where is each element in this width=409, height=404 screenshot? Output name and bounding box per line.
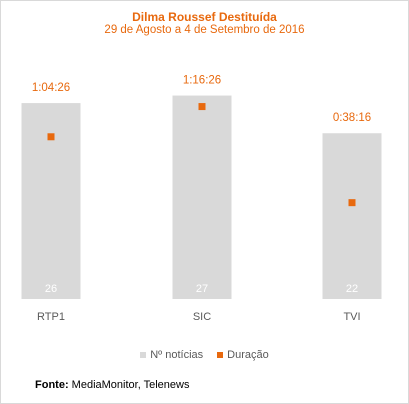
duration-point-sic	[198, 103, 206, 111]
legend-item-duracao: Duração	[217, 349, 269, 361]
duration-label-tvi: 0:38:16	[333, 112, 371, 124]
duration-label-rtp1: 1:04:26	[32, 82, 70, 94]
category-label-rtp1: RTP1	[37, 311, 65, 323]
legend-swatch-duracao	[217, 352, 224, 358]
duration-label-sic: 1:16:26	[183, 75, 221, 87]
legend-label-duracao: Duração	[227, 349, 269, 361]
bar-value-sic: 27	[196, 283, 208, 295]
duration-point-rtp1	[47, 133, 55, 141]
bar-value-rtp1: 26	[45, 283, 57, 295]
chart-subtitle: 29 de Agosto a 4 de Setembro de 2016	[104, 24, 305, 36]
chart-title: Dilma Roussef Destituída	[132, 10, 277, 24]
category-label-tvi: TVI	[343, 311, 360, 323]
duration-point-tvi	[348, 199, 356, 207]
category-label-sic: SIC	[193, 311, 211, 323]
bar-sic	[172, 95, 232, 300]
source-note: Fonte: MediaMonitor, Telenews	[35, 379, 189, 391]
legend-item-noticias: Nº notícias	[140, 349, 203, 361]
legend-label-noticias: Nº notícias	[150, 349, 204, 361]
source-text: MediaMonitor, Telenews	[71, 379, 190, 391]
bar-tvi	[322, 133, 382, 299]
source-label: Fonte:	[35, 379, 69, 391]
bar-value-tvi: 22	[346, 283, 358, 295]
legend-swatch-noticias	[140, 352, 147, 358]
chart-legend: Nº notícias Duração	[0, 349, 409, 361]
bar-rtp1	[21, 103, 81, 300]
